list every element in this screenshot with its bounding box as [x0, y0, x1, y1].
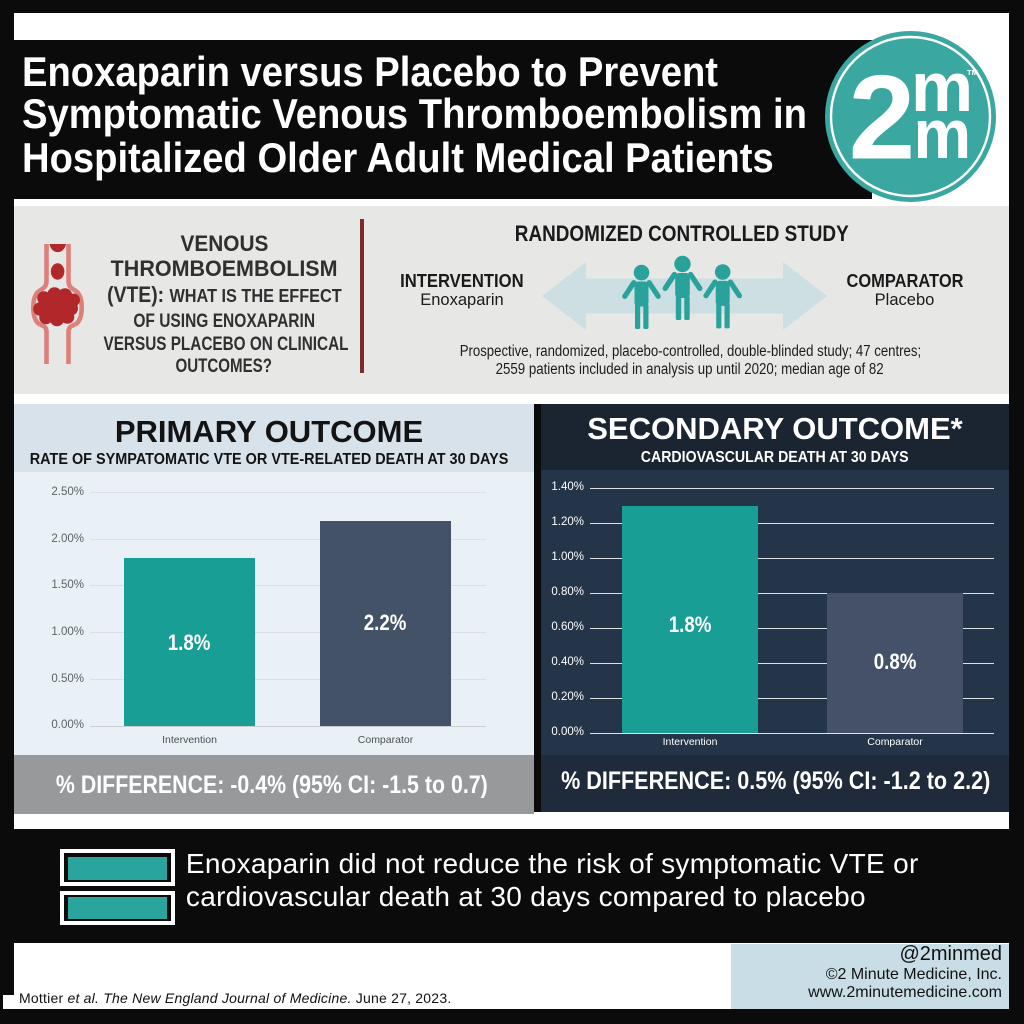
- svg-text:TM: TM: [967, 68, 978, 77]
- svg-text:m: m: [911, 48, 973, 126]
- svg-text:2: 2: [849, 51, 916, 185]
- svg-text:m: m: [914, 95, 972, 173]
